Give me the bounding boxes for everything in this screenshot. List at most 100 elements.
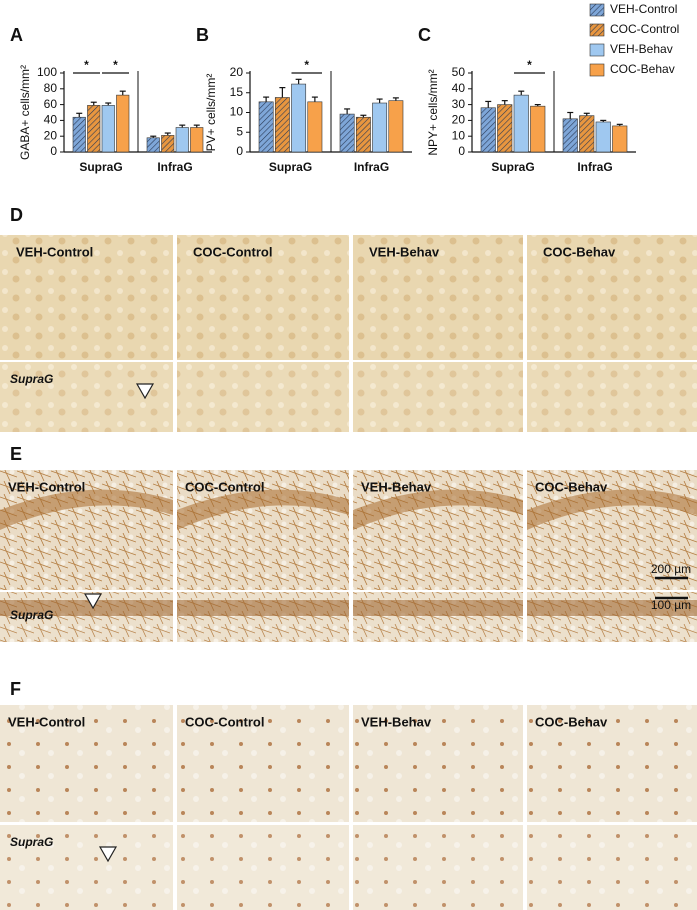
legend-label: VEH-Behav: [610, 42, 673, 56]
bar: [87, 105, 101, 153]
legend: VEH-Control COC-Control VEH-Behav COC-Behav: [589, 2, 679, 77]
y-tick-label: 10: [452, 128, 466, 142]
scale-bar-label: 100 µm: [651, 598, 691, 612]
cell-layer: [0, 489, 173, 530]
legend-swatch: [589, 43, 605, 57]
image-label: COC-Behav: [543, 244, 616, 259]
micrograph: [177, 470, 349, 590]
micrograph-inset: [353, 592, 523, 642]
y-tick-label: 100: [37, 65, 57, 79]
y-tick-label: 20: [452, 113, 466, 127]
bar: [101, 105, 115, 153]
bar: [116, 94, 130, 153]
legend-swatch: [589, 23, 605, 37]
bar: [146, 137, 160, 153]
image-label: COC-Control: [193, 244, 272, 259]
bar: [307, 101, 323, 153]
image-label: COC-Behav: [535, 479, 608, 494]
image-label: VEH-Control: [8, 479, 85, 494]
micrograph-inset: [353, 362, 523, 432]
micrograph: [527, 235, 697, 360]
bar: [291, 83, 307, 153]
image-label: COC-Behav: [535, 714, 608, 729]
micrograph: [0, 470, 173, 590]
image-label: VEH-Behav: [361, 714, 432, 729]
y-tick-label: 0: [50, 144, 57, 158]
micrograph: [353, 470, 523, 590]
bar: [388, 100, 404, 153]
micrograph: [527, 470, 697, 590]
panel-letter: C: [418, 25, 431, 45]
image-label: VEH-Behav: [361, 479, 432, 494]
micrograph: [353, 705, 523, 822]
inset-label: SupraG: [10, 372, 53, 386]
micrograph-inset: [527, 362, 697, 432]
y-tick-label: 30: [452, 97, 466, 111]
cell-layer: [527, 600, 697, 616]
bar: [161, 135, 175, 153]
micrograph: [353, 235, 523, 360]
micrograph-inset: [353, 825, 523, 910]
micrograph: [177, 705, 349, 822]
micrograph-inset: [527, 825, 697, 910]
y-tick-label: 10: [230, 105, 244, 119]
inset-label: SupraG: [10, 608, 53, 622]
legend-label: COC-Control: [610, 22, 679, 36]
micrograph-inset: [177, 825, 349, 910]
bar: [562, 118, 578, 153]
y-tick-label: 0: [236, 144, 243, 158]
significance-mark: *: [304, 58, 309, 72]
image-panel: F VEH-Control COC-Control VEH-Behav COC-Beha…: [0, 679, 697, 910]
bar: [579, 115, 595, 153]
cell-layer: [353, 600, 523, 616]
x-tick-label: InfraG: [577, 160, 612, 174]
bar: [274, 97, 290, 153]
significance-mark: *: [527, 58, 532, 72]
inset-label: SupraG: [10, 835, 53, 849]
cell-layer: [177, 489, 349, 530]
x-tick-label: InfraG: [157, 160, 192, 174]
image-label: VEH-Control: [16, 244, 93, 259]
bar: [258, 101, 274, 153]
x-tick-label: InfraG: [354, 160, 389, 174]
legend-label: COC-Behav: [610, 62, 675, 76]
image-panel: D VEH-Control COC-Control VEH-Behav COC-Beha…: [0, 205, 697, 432]
micrograph: [177, 235, 349, 360]
significance-mark: *: [84, 58, 89, 72]
bar: [175, 127, 189, 153]
bar: [513, 94, 529, 153]
bar: [355, 116, 371, 153]
cell-layer: [527, 489, 697, 530]
y-tick-label: 80: [44, 81, 58, 95]
image-label: COC-Control: [185, 479, 264, 494]
image-panel: E VEH-Control COC-Control VEH-Behav COC-Beha…: [0, 444, 697, 642]
micrograph-inset: [177, 362, 349, 432]
bar: [72, 116, 86, 153]
y-tick-label: 5: [236, 124, 243, 138]
arrowhead: [98, 846, 118, 863]
y-tick-label: 50: [452, 65, 466, 79]
micrograph-inset: [0, 825, 173, 910]
cell-layer: [0, 600, 173, 616]
legend-label: VEH-Control: [610, 2, 677, 16]
image-label: VEH-Control: [8, 714, 85, 729]
scale-bar-label: 200 µm: [651, 562, 691, 576]
y-tick-label: 40: [452, 81, 466, 95]
micrograph-inset: [177, 592, 349, 642]
bar: [372, 102, 388, 153]
y-axis-label: GABA+ cells/mm²: [18, 65, 32, 160]
y-tick-label: 0: [458, 144, 465, 158]
bar: [339, 113, 355, 153]
y-tick-label: 20: [230, 65, 244, 79]
bar-chart: B PV+ cells/mm² 0 5 10 15 20 SupraG InfraG *: [196, 25, 412, 174]
legend-swatch: [589, 63, 605, 77]
y-tick-label: 15: [230, 85, 244, 99]
image-label: VEH-Behav: [369, 244, 440, 259]
cell-layer: [353, 489, 523, 530]
panel-letter: E: [10, 444, 22, 464]
cell-layer: [177, 600, 349, 616]
